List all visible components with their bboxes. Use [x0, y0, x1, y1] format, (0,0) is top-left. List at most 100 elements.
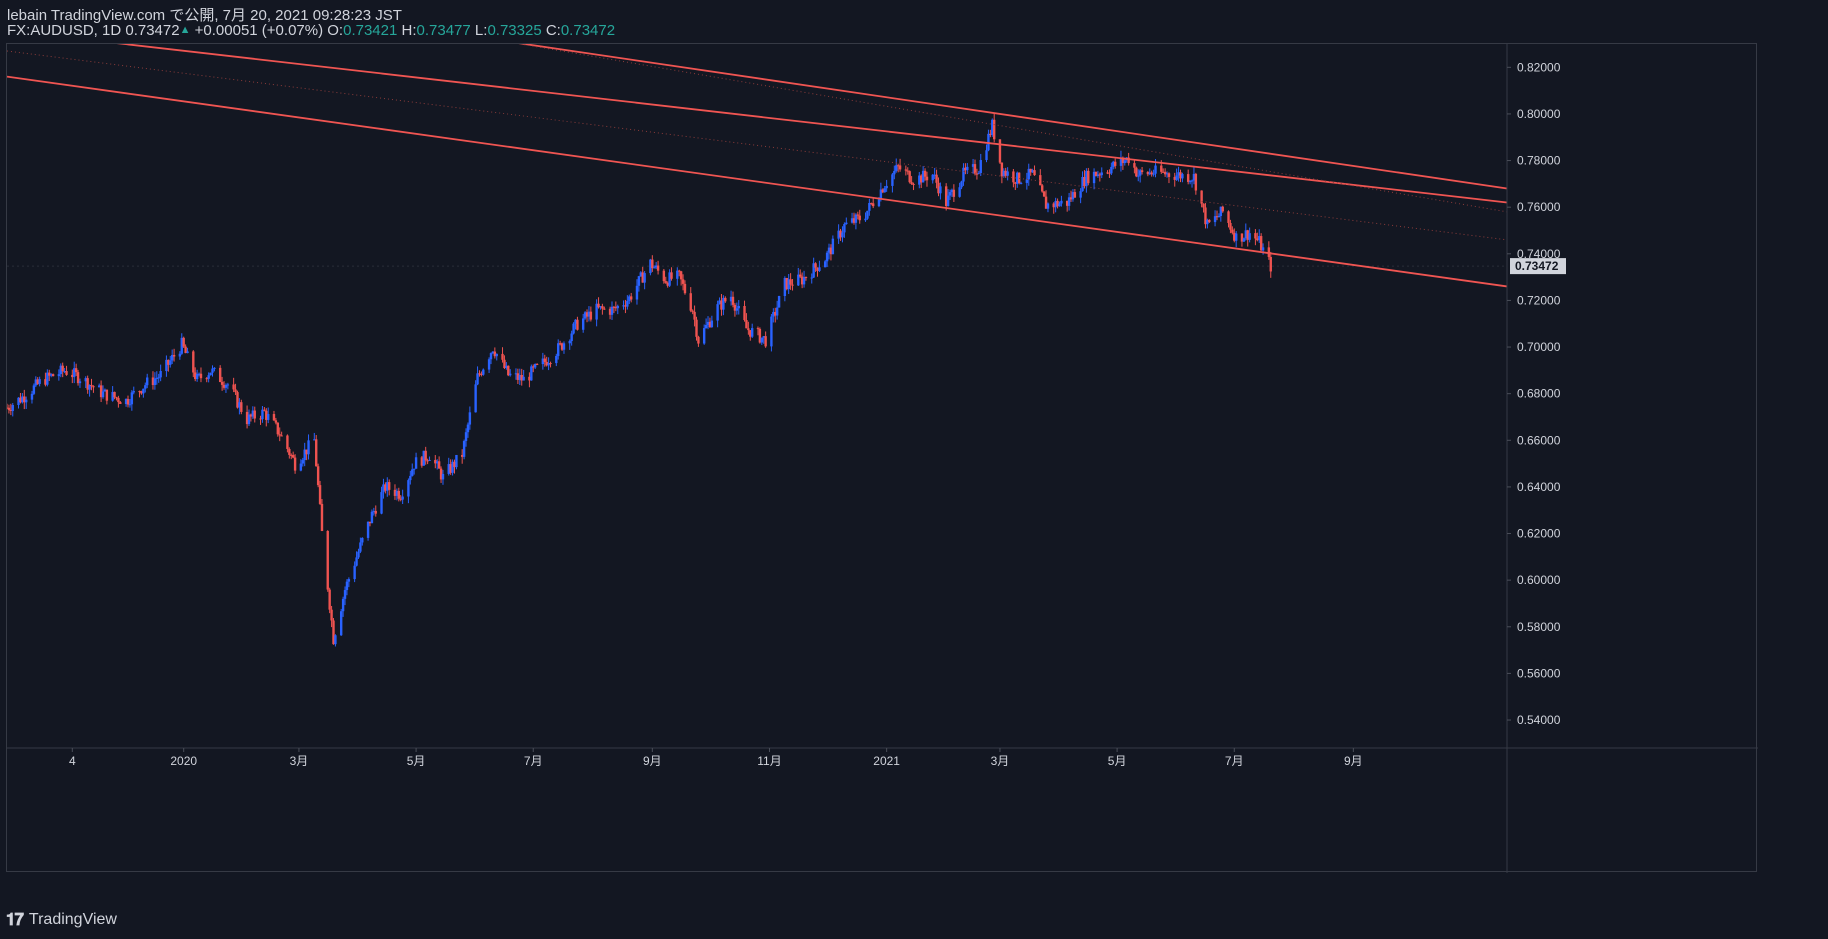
candle-body: [666, 282, 669, 286]
candle-body: [724, 297, 727, 302]
candle-body: [1138, 170, 1142, 176]
candle-body: [63, 371, 66, 373]
tradingview-logo-icon: 𝟏𝟕: [6, 910, 24, 929]
candle-body: [1137, 175, 1140, 177]
candle-body: [226, 384, 230, 386]
candle-body: [103, 389, 107, 392]
candle-body: [274, 420, 278, 423]
candle-body: [535, 364, 539, 366]
candle-body: [172, 354, 176, 357]
candle-body: [428, 459, 431, 461]
candle-body: [643, 273, 646, 283]
candle-body: [305, 449, 308, 455]
chart-pane[interactable]: 0.82000 0.80000 0.78000 0.76000 0.74000 0.720…: [6, 43, 1758, 873]
candle-body: [436, 461, 439, 464]
candle-body: [585, 312, 589, 317]
candle-body: [868, 203, 871, 211]
candle-body: [1039, 175, 1042, 186]
open-label: O:: [327, 22, 344, 39]
candle-body: [286, 435, 289, 449]
candle-body: [326, 530, 329, 590]
candle-body: [1267, 247, 1271, 257]
candle-body: [651, 259, 654, 269]
candle-body: [520, 374, 523, 381]
candle-body: [207, 375, 210, 379]
candle-body: [944, 186, 948, 207]
candle-body: [718, 300, 721, 305]
time-tick-label: 5月: [1108, 754, 1127, 768]
candle-body: [38, 379, 41, 384]
candle-body: [307, 440, 310, 455]
candle-body: [541, 358, 545, 365]
candle-body: [797, 274, 800, 286]
candle-body: [493, 351, 497, 357]
candle-body: [23, 396, 26, 403]
candle-body: [775, 307, 779, 316]
candle-body: [785, 277, 788, 290]
candle-body: [562, 343, 566, 350]
time-tick-label: 5月: [407, 754, 426, 768]
candle-body: [1240, 233, 1244, 242]
price-chart[interactable]: 0.82000 0.80000 0.78000 0.76000 0.74000 0.720…: [7, 44, 1758, 873]
candle-body: [818, 267, 821, 271]
candle-body: [1179, 172, 1182, 179]
candle-body: [1259, 236, 1263, 251]
publish-info: lebain TradingView.com で公開, 7月 20, 2021 …: [7, 7, 402, 24]
candle-body: [36, 379, 39, 384]
candle-body: [1167, 173, 1171, 177]
candle-body: [1162, 171, 1165, 173]
candle-body: [155, 377, 159, 379]
candle-body: [1098, 174, 1102, 176]
candle-body: [73, 368, 76, 378]
candle-body: [854, 214, 858, 223]
candle-body: [357, 551, 360, 558]
candle-body: [802, 277, 806, 285]
candle-body: [1081, 176, 1084, 192]
candle-body: [1067, 197, 1071, 206]
candle-body: [743, 305, 746, 321]
candle-body: [1096, 174, 1100, 177]
candle-body: [240, 402, 243, 412]
candle-body: [1133, 163, 1136, 168]
candle-body: [426, 460, 429, 462]
candle-body: [977, 172, 981, 174]
trend-line: [116, 44, 1508, 204]
candle-body: [1044, 196, 1048, 209]
candle-body: [449, 464, 452, 473]
candle-body: [920, 175, 923, 183]
candle-body: [169, 360, 172, 365]
candle-body: [891, 174, 894, 186]
price-tick-label: 0.60000: [1517, 573, 1561, 587]
candle-body: [756, 328, 760, 330]
candle-body: [1204, 207, 1207, 225]
candle-body: [603, 308, 606, 310]
candle-body: [787, 279, 790, 290]
candle-body: [720, 300, 723, 310]
candle-body: [194, 372, 197, 380]
candle-body: [1000, 162, 1004, 177]
candle-body: [1200, 190, 1203, 204]
candle-body: [574, 319, 577, 324]
candle-body: [628, 296, 631, 301]
candle-body: [447, 464, 450, 474]
candle-body: [388, 482, 391, 490]
candle-body: [964, 167, 967, 171]
candle-body: [1152, 173, 1155, 175]
candle-body: [290, 454, 293, 456]
candle-body: [568, 341, 571, 344]
candle-body: [883, 188, 886, 193]
time-tick-label: 9月: [643, 754, 662, 768]
candle-body: [841, 232, 844, 238]
candle-body: [1221, 206, 1224, 212]
candle-body: [814, 263, 817, 268]
candle-body: [985, 150, 988, 161]
candle-body: [451, 461, 454, 473]
candle-body: [313, 439, 316, 441]
candle-body: [1175, 175, 1178, 180]
candle-body: [608, 308, 612, 315]
candle-body: [1269, 256, 1272, 272]
candle-body: [1083, 176, 1086, 187]
tradingview-logo[interactable]: 𝟏𝟕 TradingView: [6, 910, 117, 930]
candle-body: [46, 372, 49, 385]
candle-body: [482, 369, 485, 375]
